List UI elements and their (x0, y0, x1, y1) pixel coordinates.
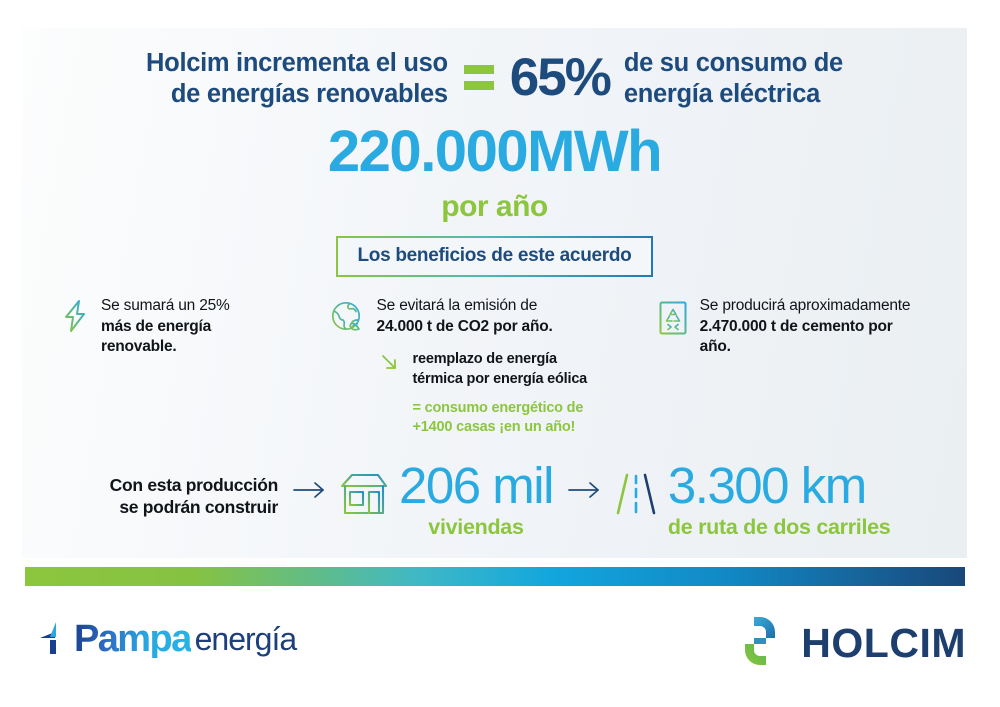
production-road-figures: 3.300 km de ruta de dos carriles (668, 460, 891, 540)
pampa-energia-logo[interactable]: Pampa energía (36, 616, 298, 661)
house-icon (338, 460, 390, 523)
benefit-item-co2: Se evitará la emisión de 24.000 t de CO2… (328, 296, 641, 437)
benefit-3-line3: año. (699, 338, 731, 356)
benefit-text-renewable: Se sumará un 25% más de energía renovabl… (101, 296, 230, 358)
percent-value: 65% (509, 48, 612, 108)
production-road-label: de ruta de dos carriles (667, 515, 891, 539)
main-card: Holcim incrementa el uso de energías ren… (22, 28, 967, 558)
subnote-line2: térmica por energía eólica (412, 370, 588, 387)
arrow-right-icon-2 (553, 460, 613, 505)
lightning-bolt-icon (60, 296, 90, 338)
benefit-item-cement: Se producirá aproximadamente 2.470.000 t… (657, 296, 960, 358)
subnote-line1: reemplazo de energía (412, 351, 557, 368)
benefit-text-co2-wrapper: Se evitará la emisión de 24.000 t de CO2… (377, 296, 588, 437)
headline-right-line2: energía eléctrica (623, 79, 821, 108)
production-housing-figures: 206 mil viviendas (399, 457, 554, 540)
headline-block: Holcim incrementa el uso de energías ren… (22, 48, 967, 109)
headline-left-line1: Holcim incrementa el uso (146, 49, 448, 77)
production-lead-line1: Con esta producción (109, 475, 279, 495)
benefit-text-co2: Se evitará la emisión de 24.000 t de CO2… (377, 296, 588, 337)
production-lead-line2: se podrán construir (119, 497, 278, 518)
road-lanes-icon (613, 460, 659, 523)
equals-sign-icon (463, 65, 494, 91)
benefit-2-line1: Se evitará la emisión de (376, 297, 538, 314)
benefit-2-line2: 24.000 t de CO2 por año. (376, 317, 553, 335)
headline-right-text: de su consumo de energía eléctrica (624, 48, 843, 109)
holcim-logo[interactable]: HOLCIM (733, 614, 966, 673)
production-row: Con esta producción se podrán construir (64, 460, 954, 540)
benefit-3-line2: 2.470.000 t de cemento por (699, 317, 893, 335)
production-road-value: 3.300 km (667, 457, 867, 514)
footer: Pampa energía (0, 600, 1000, 707)
headline-left-text: Holcim incrementa el uso de energías ren… (146, 48, 448, 109)
holcim-wordmark: HOLCIM (801, 620, 966, 666)
headline-left-line2: de energías renovables (170, 79, 448, 108)
benefits-badge-wrapper: Los beneficios de este acuerdo (22, 236, 967, 277)
benefit-subnote: reemplazo de energía térmica por energía… (377, 350, 588, 437)
annual-energy-value: 220.000MWh (327, 119, 663, 184)
recycle-box-icon (657, 296, 689, 342)
pampa-wordmark: Pampa (74, 617, 192, 660)
benefit-item-renewable: Se sumará un 25% más de energía renovabl… (60, 296, 310, 358)
headline-right-line1: de su consumo de (623, 49, 843, 77)
benefit-3-line1: Se producirá aproximadamente (699, 297, 911, 314)
production-lead-text: Con esta producción se podrán construir (64, 460, 279, 519)
arrow-right-icon-1 (278, 460, 338, 505)
benefit-text-cement: Se producirá aproximadamente 2.470.000 t… (700, 296, 911, 358)
production-item-housing: 206 mil viviendas (338, 457, 554, 540)
arrow-down-right-icon (377, 350, 403, 381)
benefits-row: Se sumará un 25% más de energía renovabl… (60, 296, 960, 437)
benefit-1-line1: Se sumará un 25% (101, 297, 230, 314)
benefit-subnote-body: reemplazo de energía térmica por energía… (413, 350, 588, 437)
benefits-badge: Los beneficios de este acuerdo (335, 236, 654, 277)
pampa-pinwheel-icon (36, 616, 72, 661)
production-item-road: 3.300 km de ruta de dos carriles (613, 460, 891, 540)
globe-leaf-icon (328, 296, 366, 342)
production-housing-value: 206 mil (399, 457, 554, 514)
production-housing-label: viviendas (428, 515, 524, 539)
subnote-green-line2: +1400 casas ¡en un año! (412, 418, 576, 435)
benefit-1-line2: más de energía (101, 317, 212, 335)
gradient-divider (25, 567, 965, 586)
holcim-pinwheel-icon (733, 614, 787, 673)
pampa-energia-suffix: energía (194, 620, 298, 657)
benefit-1-line3: renovable. (101, 338, 177, 356)
annual-energy-period: por año (441, 190, 548, 223)
subnote-green-line1: = consumo energético de (412, 400, 584, 417)
